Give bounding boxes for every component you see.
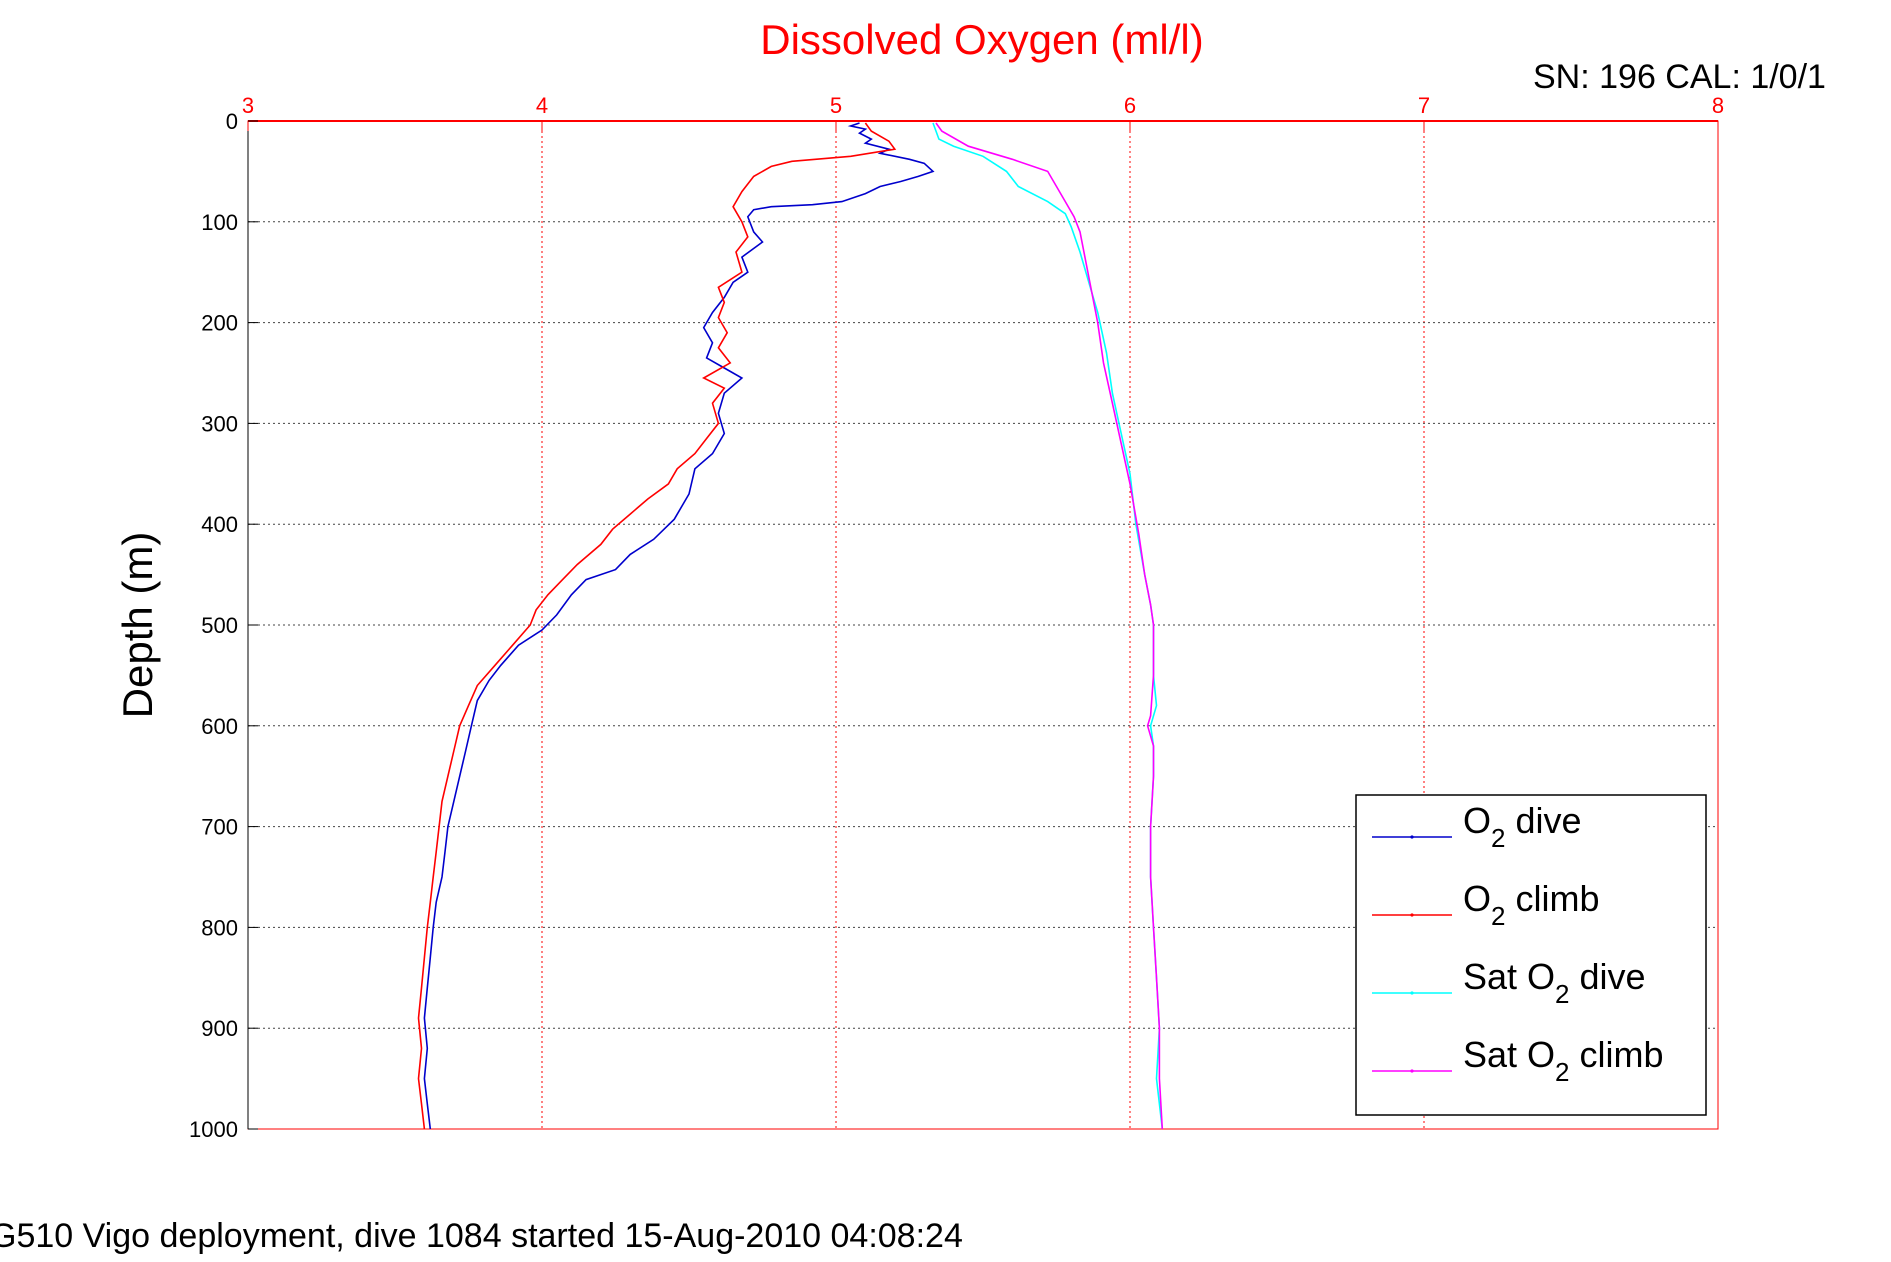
series-lines: [417, 122, 1164, 1130]
y-tick-label: 800: [201, 915, 238, 940]
serial-cal-annotation: SN: 196 CAL: 1/0/1: [1533, 58, 1826, 96]
x-tick-labels: 3 4 5 6 7 8: [242, 93, 1724, 131]
y-axis-label: Depth (m): [114, 532, 161, 719]
series-line-2: [417, 122, 897, 1130]
chart-title: Dissolved Oxygen (ml/l): [760, 16, 1203, 63]
legend-entry-label: O2 climb: [1463, 878, 1600, 931]
legend-swatch-marker: [1410, 991, 1414, 995]
y-tick-label: 300: [201, 411, 238, 436]
y-tick-label: 400: [201, 512, 238, 537]
y-tick-label: 900: [201, 1016, 238, 1041]
legend-box: [1355, 794, 1707, 1116]
y-tick-label: 1000: [189, 1117, 238, 1142]
x-tick-label: 4: [536, 93, 548, 118]
legend-swatch-marker: [1410, 1069, 1414, 1073]
series-line-4: [935, 122, 1164, 1130]
y-tick-label: 200: [201, 311, 238, 336]
legend-entry-label: Sat O2 climb: [1463, 1034, 1664, 1087]
y-tick-label: 600: [201, 714, 238, 739]
legend-swatch-marker: [1410, 913, 1414, 917]
x-tick-label: 3: [242, 93, 254, 118]
y-tick-label: 700: [201, 815, 238, 840]
y-tick-label: 0: [226, 109, 238, 134]
legend: O2 dive O2 climb Sat O2 dive Sat O2 climb: [1355, 794, 1707, 1116]
y-tick-labels: 0 100 200 300 400 500 600 700 800 900 1000: [189, 109, 258, 1142]
legend-entry-label: O2 dive: [1463, 800, 1582, 853]
y-tick-label: 100: [201, 210, 238, 235]
series-line-3: [932, 122, 1164, 1130]
legend-swatch-marker: [1410, 835, 1414, 839]
y-tick-label: 500: [201, 613, 238, 638]
footer-caption: G510 Vigo deployment, dive 1084 started …: [0, 1217, 963, 1255]
x-tick-label: 7: [1418, 93, 1430, 118]
x-tick-label: 6: [1124, 93, 1136, 118]
series-line-1: [423, 122, 935, 1130]
x-tick-label: 8: [1712, 93, 1724, 118]
x-tick-label: 5: [830, 93, 842, 118]
legend-entry-label: Sat O2 dive: [1463, 956, 1646, 1009]
